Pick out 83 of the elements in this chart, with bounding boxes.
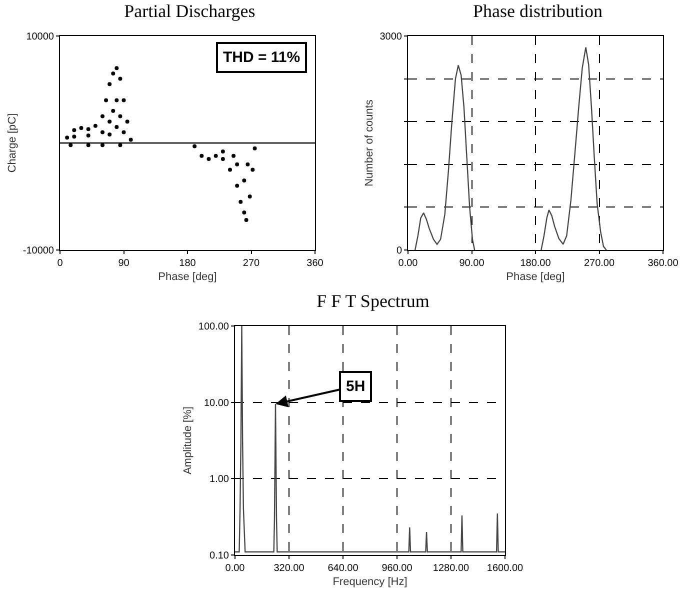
point [235,184,240,188]
point [228,168,232,172]
point [220,157,225,162]
x-axis-title: Frequency [Hz] [332,576,408,588]
x-tick-label: 360 [306,258,324,269]
x-tick-label: 0.00 [398,258,418,269]
point [108,120,112,124]
y-tick-label: -10000 [22,246,54,256]
point [122,98,126,102]
point [238,200,243,204]
point [252,146,257,150]
point [86,143,90,148]
x-tick-label: 180.00 [520,258,552,269]
y-tick-label: 0.10 [210,550,230,562]
line-series [235,326,505,552]
x-tick-label: 90 [118,258,130,269]
x-tick-label: 320.00 [274,563,305,574]
point [232,154,236,158]
point [118,76,122,81]
point [79,126,84,130]
point [118,114,122,118]
x-tick-label: 0.00 [225,563,246,574]
y-tick-label: 10.00 [204,398,230,409]
point [242,178,246,182]
x-tick-label: 180 [179,258,196,269]
point [86,127,90,132]
point [86,134,90,138]
line-series [414,64,476,250]
point [114,124,119,129]
point [242,210,246,215]
point [206,157,211,162]
x-tick-label: 960.00 [382,563,413,574]
point [128,138,133,142]
point [114,98,119,102]
point [72,128,76,132]
point [246,162,250,166]
x-tick-label: 90.00 [459,258,485,269]
point [111,71,116,76]
y-axis-title: Amplitude [%] [182,406,194,474]
point [250,168,255,172]
x-tick-label: 270.00 [584,258,615,269]
point [235,162,240,166]
point [108,82,112,86]
y-tick-label: 3000 [380,32,402,42]
chart-title: F F T Spectrum [316,291,430,312]
point [125,120,130,124]
x-tick-label: 360.00 [648,258,679,269]
point [192,144,197,148]
y-tick-label: 10000 [26,32,54,42]
point [93,124,98,128]
point [122,130,126,134]
point [248,194,252,198]
y-axis-title: Charge [pC] [6,113,19,173]
point [100,130,104,134]
point [200,154,204,158]
x-axis-title: Phase [deg] [506,271,565,284]
x-tick-label: 1600.00 [486,563,524,574]
point [100,114,104,118]
point [104,98,108,102]
point [214,154,218,158]
line-series [540,46,607,250]
x-tick-label: 1280.00 [432,563,470,574]
y-tick-label: 1.00 [210,474,230,486]
point [244,218,248,222]
point [72,134,76,139]
x-tick-label: 640.00 [328,563,359,574]
x-axis-title: Phase [deg] [158,271,217,284]
x-tick-label: 0 [57,258,64,269]
point [118,143,122,148]
chart-title: Partial Discharges [124,0,256,21]
annotation: 5H [346,378,366,395]
y-tick-label: 100.00 [198,322,230,332]
y-axis-title: Number of counts [363,99,376,186]
point [65,136,70,140]
chart-title: Phase distribution [473,0,602,21]
point [111,108,116,113]
annotation: THD = 11% [223,49,300,66]
point [114,66,119,70]
point [68,143,73,148]
point [100,143,104,148]
point [220,150,225,154]
x-tick-label: 270 [242,258,260,269]
point [108,132,112,136]
